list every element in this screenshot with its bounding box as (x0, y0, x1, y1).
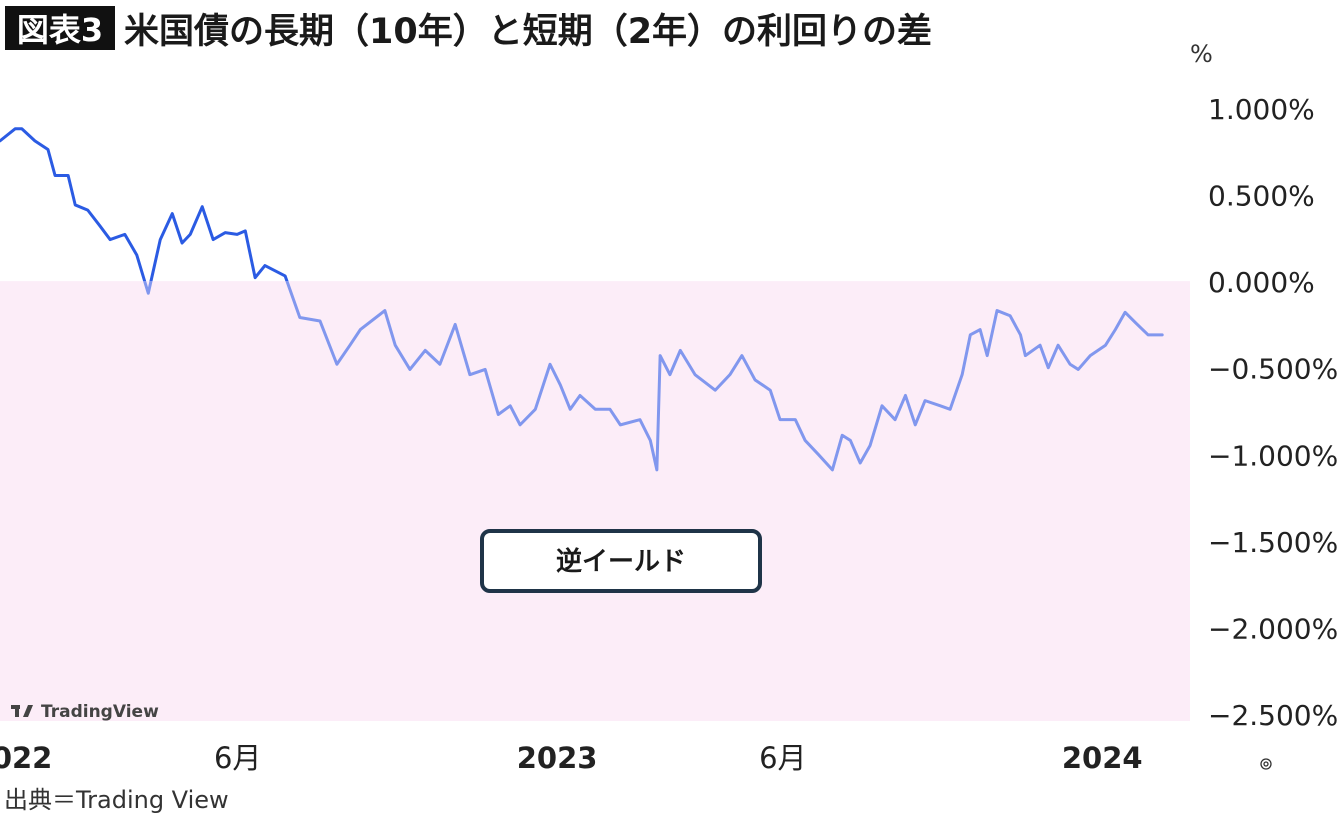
y-tick-label: 0.000% (1208, 266, 1315, 299)
source: 出典＝Trading View (4, 786, 229, 814)
watermark: TradingView (41, 702, 159, 722)
negative-region (0, 281, 1190, 721)
y-tick-label: −1.500% (1208, 526, 1338, 559)
annotation: 逆イールド (556, 546, 686, 577)
y-tick-label: 0.500% (1208, 180, 1315, 213)
y-tick-label: −2.500% (1208, 699, 1338, 732)
data-line (0, 127, 1164, 472)
chart-title: 米国債の長期（10年）と短期（2年）の利回りの差 (124, 12, 932, 52)
x-tick-label: 6月 (759, 741, 806, 775)
y-unit: % (1190, 40, 1213, 68)
x-tick-label: 2024 (1062, 741, 1143, 775)
settings-icon[interactable] (1260, 758, 1272, 770)
figure-badge (5, 6, 115, 50)
y-tick-label: −1.000% (1208, 439, 1338, 472)
figure-label: 図表3 (17, 11, 103, 49)
y-tick-label: 1.000% (1208, 93, 1315, 126)
annotation-box (480, 529, 762, 593)
x-tick-label: 6月 (214, 741, 261, 775)
x-tick-label: 2022 (0, 741, 52, 775)
watermark-logo (11, 705, 33, 717)
y-tick-label: −0.500% (1208, 353, 1338, 386)
y-tick-label: −2.000% (1208, 612, 1338, 645)
x-tick-label: 2023 (517, 741, 598, 775)
